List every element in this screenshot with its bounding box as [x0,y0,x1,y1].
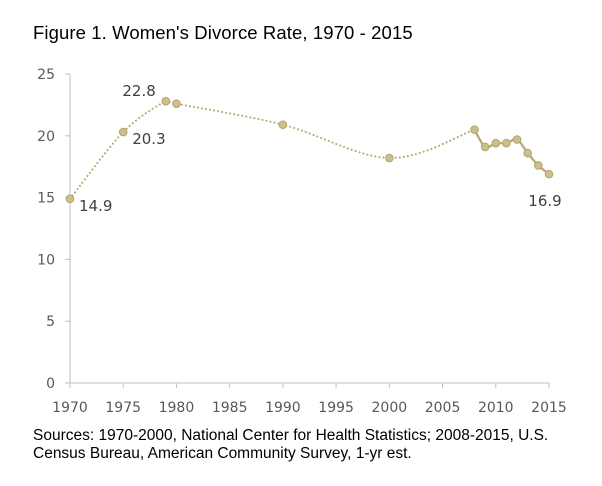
data-label-1979: 22.8 [122,82,155,100]
y-tick-label: 0 [46,376,55,392]
x-tick-label: 1985 [212,400,248,416]
data-point-2012 [512,135,522,144]
data-point-1975 [118,127,128,137]
data-point-1990 [278,120,288,129]
y-tick-label: 5 [46,314,55,330]
data-point-2009 [480,142,490,152]
axes [65,73,550,388]
data-point-1979 [161,96,171,106]
data-point-2014 [534,161,543,170]
data-point-2000 [385,153,394,163]
y-tick-label: 10 [37,252,55,268]
y-tick-label: 15 [37,191,55,207]
data-point-2011 [502,138,511,148]
data-labels: 14.9 20.3 22.8 16.9 [79,82,562,215]
x-tick-label: 2015 [531,400,567,416]
data-label-2015: 16.9 [528,192,561,210]
sources-footnote: Sources: 1970-2000, National Center for … [33,427,549,462]
data-point-1970 [65,194,75,204]
x-tick-label: 2005 [425,400,461,416]
x-tick-label: 1970 [52,400,88,416]
data-point-2015 [544,169,554,179]
data-point-2008 [470,125,479,134]
y-tick-label: 20 [37,129,55,145]
tick-labels: 0 5 10 15 20 25 1970 1975 1980 1985 1990 1995 2000 20… [37,67,567,416]
x-tick-label: 2010 [478,400,514,416]
series-line-dotted [69,97,476,200]
x-tick-label: 2000 [372,400,408,416]
data-point-2013 [523,148,533,158]
data-label-1970: 14.9 [79,197,112,215]
data-points [65,96,554,204]
x-tick-label: 1975 [105,400,141,416]
chart-title: Figure 1. Women's Divorce Rate, 1970 - 2… [33,22,413,43]
y-tick-label: 25 [37,67,55,83]
data-point-1980 [172,99,181,108]
data-point-2010 [491,138,501,148]
series-lines [69,97,551,200]
x-tick-label: 1990 [265,400,301,416]
x-tick-label: 1995 [318,400,354,416]
data-label-1975: 20.3 [132,130,165,148]
x-tick-label: 1980 [159,400,195,416]
